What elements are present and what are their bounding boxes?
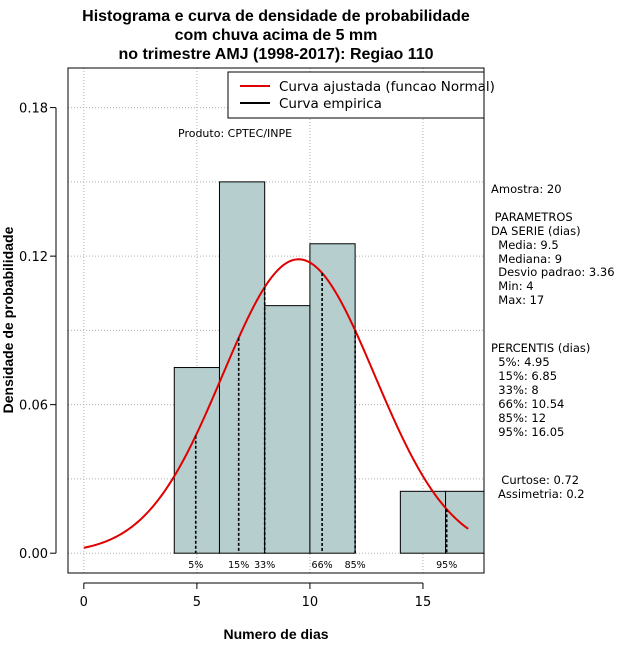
x-tick-label: 5 (193, 595, 201, 610)
y-tick-label: 0.18 (19, 102, 48, 117)
title-line-3: no trimestre AMJ (1998-2017): Regiao 110 (118, 46, 433, 63)
plot-frame (67, 67, 485, 574)
percentile-markers: 5% 15% 33% 66% 85% 95% (188, 273, 457, 571)
stat-max: Max: 17 (491, 293, 544, 307)
stat-min: Min: 4 (491, 279, 534, 293)
chart-title: Histograma e curva de densidade de proba… (82, 8, 470, 63)
percentile-label: 66% (312, 560, 333, 571)
x-axis-label: Numero de dias (223, 626, 328, 642)
y-tick-label: 0.00 (19, 547, 48, 562)
histogram-bar (309, 243, 356, 554)
stat-sd: Desvio padrao: 3.36 (491, 265, 615, 279)
stat-kurtosis: Curtose: 0.72 (494, 473, 579, 487)
stat-mean: Media: 9.5 (491, 238, 559, 252)
x-tick-label: 10 (302, 595, 319, 610)
sample-size: Amostra: 20 (491, 182, 562, 196)
histogram-bar (445, 490, 485, 554)
histogram-bar (264, 305, 311, 554)
statistics-panel: Amostra: 20 PARAMETROS DA SERIE (dias) M… (491, 182, 615, 501)
histogram-bar (218, 181, 266, 554)
stat-p15: 15%: 6.85 (491, 369, 557, 383)
legend: Curva ajustada (funcao Normal) Curva emp… (227, 71, 495, 119)
stat-p85: 85%: 12 (491, 411, 546, 425)
percentiles-heading: PERCENTIS (dias) (491, 341, 590, 355)
stat-median: Mediana: 9 (491, 252, 562, 266)
histogram-bar (173, 367, 220, 554)
stat-p5: 5%: 4.95 (491, 355, 550, 369)
normal-curve-layer (83, 258, 469, 549)
histogram-bars (173, 181, 485, 554)
legend-box (227, 71, 485, 119)
stat-p66: 66%: 10.54 (491, 397, 564, 411)
y-tick-label: 0.12 (19, 250, 48, 265)
x-tick-label: 0 (80, 595, 88, 610)
stat-skewness: Assimetria: 0.2 (498, 487, 585, 501)
stat-p95: 95%: 16.05 (491, 425, 564, 439)
x-tick-label: 15 (415, 595, 432, 610)
percentile-label: 85% (345, 560, 366, 571)
y-tick-label: 0.06 (19, 399, 48, 414)
percentile-label: 15% (228, 560, 249, 571)
title-line-1: Histograma e curva de densidade de proba… (82, 8, 470, 25)
percentile-label: 95% (436, 560, 457, 571)
params-subheading: DA SERIE (dias) (491, 224, 581, 238)
percentile-label: 5% (188, 560, 203, 571)
params-heading: PARAMETROS (491, 210, 573, 224)
y-axis-label: Densidade de probabilidade (0, 226, 16, 413)
percentile-label: 33% (254, 560, 275, 571)
legend-label-empirical: Curva empirica (279, 96, 382, 112)
title-line-2: com chuva acima de 5 mm (175, 27, 378, 44)
product-annotation: Produto: CPTEC/INPE (178, 127, 292, 140)
legend-label-fitted: Curva ajustada (funcao Normal) (279, 79, 495, 95)
histogram-bar (399, 490, 447, 554)
stat-p33: 33%: 8 (491, 383, 539, 397)
axes: 0 5 10 15 0.00 0.06 0.12 0.18 (19, 102, 431, 610)
normal-curve-line (83, 258, 469, 549)
